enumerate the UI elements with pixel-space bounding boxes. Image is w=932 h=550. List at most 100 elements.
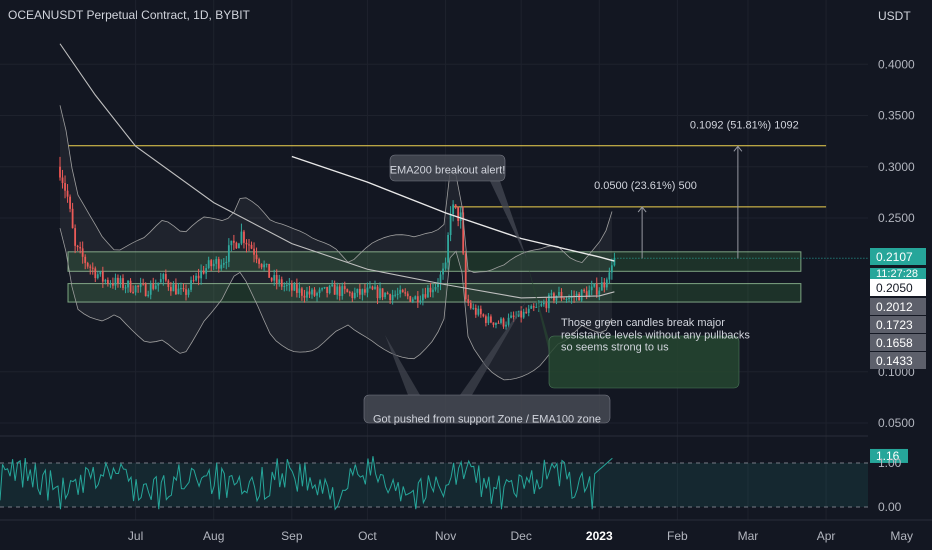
price-label-tag xyxy=(870,279,926,296)
candle-body xyxy=(212,263,215,267)
candle-body xyxy=(270,277,273,281)
candle-body xyxy=(338,286,341,296)
candle xyxy=(94,266,97,283)
candle-body xyxy=(530,306,533,309)
y-tick-label: 0.0500 xyxy=(878,416,915,430)
candle xyxy=(406,291,409,300)
candle-body xyxy=(311,289,313,295)
callout-pointer xyxy=(490,181,527,259)
candle xyxy=(409,295,412,303)
candle xyxy=(583,288,586,293)
candle xyxy=(132,285,134,294)
candle-body xyxy=(323,286,326,289)
candle-body xyxy=(610,265,613,273)
candle xyxy=(452,200,455,222)
candle xyxy=(117,274,119,288)
x-tick-label: Nov xyxy=(435,529,456,543)
candle xyxy=(346,288,349,293)
candle-body xyxy=(61,177,64,184)
candle xyxy=(585,286,588,300)
candle-body xyxy=(482,314,485,317)
oscillator-tick-label: 0.00 xyxy=(878,500,902,514)
candle xyxy=(86,261,89,269)
candle xyxy=(200,264,203,285)
price-label-text: 0.2012 xyxy=(876,300,913,314)
candle-body xyxy=(437,284,439,288)
candle-body xyxy=(444,262,447,269)
candle-body xyxy=(583,289,586,292)
candle-body xyxy=(467,299,470,303)
candle-body xyxy=(243,231,245,243)
candle xyxy=(207,256,210,270)
candle xyxy=(560,288,563,302)
candle-body xyxy=(492,322,495,325)
candle xyxy=(185,284,187,301)
candle-body xyxy=(472,307,475,309)
candle xyxy=(610,258,613,280)
candle-body xyxy=(424,294,427,298)
candle-body xyxy=(89,266,92,268)
candle-body xyxy=(411,299,414,302)
candle xyxy=(439,271,442,291)
y-tick-label: 0.4000 xyxy=(878,57,915,71)
candle-body xyxy=(112,283,114,286)
candle xyxy=(444,257,447,271)
candle-body xyxy=(278,279,281,283)
candle xyxy=(235,241,238,249)
candle xyxy=(114,273,117,290)
candle xyxy=(313,287,316,297)
candle xyxy=(227,238,230,268)
candle-body xyxy=(225,261,228,263)
candle xyxy=(290,280,293,297)
candle xyxy=(134,284,137,296)
callout-text: Those green candles break major xyxy=(561,317,725,329)
candle-body xyxy=(580,289,583,301)
candle xyxy=(253,242,255,263)
candle-body xyxy=(371,286,374,290)
y-tick-label: 0.3500 xyxy=(878,109,915,123)
candle xyxy=(104,278,107,285)
candle xyxy=(341,282,344,300)
price-label-text: 0.1723 xyxy=(876,318,913,332)
candle-body xyxy=(439,274,442,285)
callout-pointer xyxy=(527,262,549,352)
candle xyxy=(147,290,150,298)
candle-body xyxy=(99,271,102,275)
candle xyxy=(348,290,351,297)
candle-body xyxy=(285,285,288,287)
candle xyxy=(580,289,583,303)
candle-body xyxy=(109,283,112,285)
candle xyxy=(175,278,177,296)
candle xyxy=(278,274,281,287)
candle xyxy=(490,314,492,324)
candle xyxy=(215,256,218,270)
candle xyxy=(369,281,371,289)
candle-body xyxy=(295,284,298,293)
candle xyxy=(273,269,276,286)
candle-body xyxy=(331,284,334,286)
bollinger-fill xyxy=(60,105,612,380)
candle-body xyxy=(137,285,140,287)
candle xyxy=(74,224,77,254)
candle-body xyxy=(217,259,220,269)
candle-body xyxy=(288,283,291,286)
candle-body xyxy=(404,292,407,294)
candle xyxy=(202,265,205,275)
candle-body xyxy=(71,208,74,229)
candle-body xyxy=(593,283,596,287)
price-label-tag xyxy=(870,248,926,265)
candle xyxy=(270,277,273,283)
candle-body xyxy=(132,291,134,293)
candle-body xyxy=(187,289,190,295)
candle-body xyxy=(427,287,429,298)
x-tick-label: May xyxy=(890,529,913,543)
candle-body xyxy=(122,278,124,288)
candle-body xyxy=(101,271,104,282)
candle xyxy=(172,281,175,292)
candle-body xyxy=(265,263,268,265)
candle-body xyxy=(401,289,404,293)
candle-body xyxy=(74,228,77,246)
candle-body xyxy=(222,262,225,265)
candle-body xyxy=(603,282,606,288)
